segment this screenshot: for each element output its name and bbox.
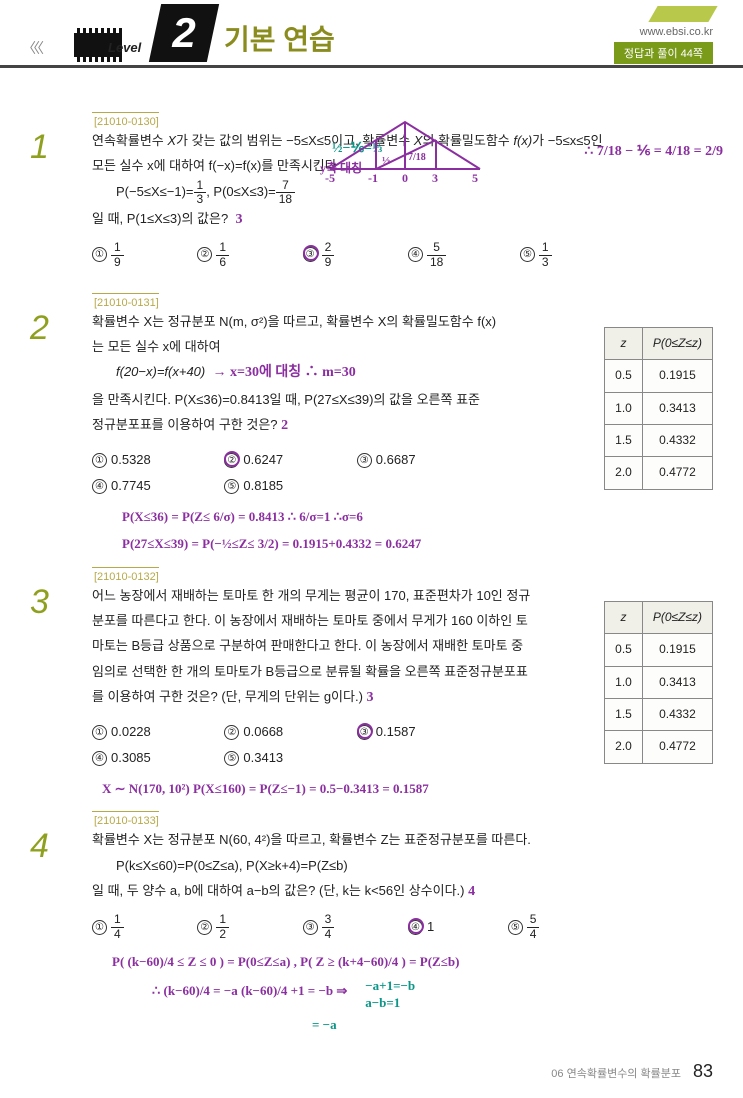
text: 마토는 B등급 상품으로 구분하여 판매한다고 한다. 이 농장에서 재배한 토… — [92, 633, 563, 658]
svg-text:3: 3 — [432, 171, 438, 184]
problem-code: [21010-0130] — [92, 112, 159, 128]
problem-number: 2 — [30, 309, 92, 557]
choice-4: ④0.3085 — [92, 745, 151, 770]
choice-1: ①0.5328 — [92, 447, 151, 472]
choice-3: ③34 — [303, 913, 335, 940]
site-url: www.ebsi.co.kr — [640, 26, 713, 38]
choices: ①19 ②16 ③29 ④518 ⑤13 — [92, 241, 713, 268]
level-label: Level — [108, 40, 141, 55]
svg-text:0: 0 — [402, 171, 408, 184]
text: 일 때, 두 양수 a, b에 대하여 a−b의 값은? (단, k는 k<56… — [92, 883, 464, 898]
text: 를 이용하여 구한 것은? (단, 무게의 단위는 g이다.) — [92, 689, 363, 704]
text: , P(0≤X≤3)= — [206, 184, 276, 199]
choice-5: ⑤54 — [508, 913, 540, 940]
problem-text: 확률변수 X는 정규분포 N(60, 4²)을 따르고, 확률변수 Z는 표준정… — [92, 827, 713, 1037]
page-title: 기본 연습 — [224, 18, 335, 58]
problem-text: 어느 농장에서 재배하는 토마토 한 개의 무게는 평균이 170, 표준편차가… — [92, 583, 713, 802]
choice-3: ③29 — [303, 241, 335, 268]
svg-text:-5: -5 — [325, 171, 335, 184]
text: 분포를 따른다고 한다. 이 농장에서 재배하는 토마토 중에서 무게가 160… — [92, 608, 563, 633]
text: 을 만족시킨다. P(X≤36)=0.8413일 때, P(27≤X≤39)의 … — [92, 387, 563, 412]
level-badge: 2 — [149, 4, 219, 62]
z-table: zP(0≤Z≤z) 0.50.1915 1.00.3413 1.50.4332 … — [604, 327, 713, 490]
handwriting: −a+1=−ba−b=1 — [365, 978, 415, 1012]
handwriting: ∴ (k−60)/4 = −a (k−60)/4 +1 = −b ⇒ — [152, 978, 347, 1003]
choices: ①14 ②12 ③34 ④1 ⑤54 — [92, 913, 713, 940]
handwriting: → x=30에 대칭 ∴ m=30 — [212, 365, 355, 380]
choice-4: ④0.7745 — [92, 473, 151, 498]
handwriting: ∴ 7/18 − ⅙ = 4/18 = 2/9 — [584, 138, 723, 165]
text: 는 모든 실수 x에 대하여 — [92, 334, 563, 359]
text: 모든 실수 x에 대하여 f(−x)=f(x)를 만족시킨다. — [92, 158, 340, 173]
handwritten-answer: 3 — [367, 690, 374, 705]
section-label: 06 연속확률변수의 확률분포 — [551, 1065, 681, 1081]
problem-number: 4 — [30, 827, 92, 1037]
problem-3: [21010-0132] 3 어느 농장에서 재배하는 토마토 한 개의 무게는… — [30, 567, 713, 802]
handwriting: P(X≤36) = P(Z≤ 6/σ) = 0.8413 ∴ 6/σ=1 ∴σ=… — [122, 504, 563, 529]
choices: ①0.5328 ②0.6247 ③0.6687 ④0.7745 ⑤0.8185 — [92, 447, 563, 498]
choice-2: ②0.0668 — [224, 719, 283, 744]
problem-code: [21010-0132] — [92, 567, 159, 583]
choice-1: ①14 — [92, 913, 124, 940]
page-body: [21010-0130] 1 연속확률변수 X가 갖는 값의 범위는 −5≤X≤… — [0, 68, 743, 1057]
problem-number: 1 — [30, 128, 92, 269]
problem-code: [21010-0133] — [92, 811, 159, 827]
problem-4: [21010-0133] 4 확률변수 X는 정규분포 N(60, 4²)을 따… — [30, 811, 713, 1037]
handwriting: P( (k−60)/4 ≤ Z ≤ 0 ) = P(0≤Z≤a) , P( Z … — [112, 949, 713, 974]
problem-text: 확률변수 X는 정규분포 N(m, σ²)을 따르고, 확률변수 X의 확률밀도… — [92, 309, 713, 557]
choice-4: ④518 — [408, 241, 446, 268]
choices: ①0.0228 ②0.0668 ③0.1587 ④0.3085 ⑤0.3413 — [92, 719, 563, 770]
problem-2: [21010-0131] 2 확률변수 X는 정규분포 N(m, σ²)을 따르… — [30, 293, 713, 557]
choice-5: ⑤0.3413 — [224, 745, 283, 770]
handwriting: P(27≤X≤39) = P(−½≤Z≤ 3/2) = 0.1915+0.433… — [122, 531, 563, 556]
problem-number: 3 — [30, 583, 92, 802]
choice-5: ⑤0.8185 — [224, 473, 283, 498]
page-number: 83 — [693, 1061, 713, 1082]
text: P(k≤X≤60)=P(0≤Z≤a), P(X≥k+4)=P(Z≤b) — [92, 853, 713, 878]
z-table: zP(0≤Z≤z) 0.50.1915 1.00.3413 1.50.4332 … — [604, 601, 713, 764]
choice-3: ③0.6687 — [357, 447, 416, 472]
level-number: 2 — [155, 4, 213, 62]
text: 확률변수 X는 정규분포 N(60, 4²)을 따르고, 확률변수 Z는 표준정… — [92, 827, 713, 852]
svg-text:7/18: 7/18 — [408, 152, 426, 163]
choice-3: ③0.1587 — [357, 719, 416, 744]
problem-1: [21010-0130] 1 연속확률변수 X가 갖는 값의 범위는 −5≤X≤… — [30, 112, 713, 269]
text: f(20−x)=f(x+40) — [116, 364, 205, 379]
choice-4: ④1 — [408, 914, 434, 939]
choice-1: ①0.0228 — [92, 719, 151, 744]
corner-fold-icon — [648, 6, 717, 22]
page-header: 〈〈〈 Level 2 기본 연습 www.ebsi.co.kr 정답과 풀이 … — [0, 0, 743, 68]
problem-text: 연속확률변수 X가 갖는 값의 범위는 −5≤X≤5이고, 확률변수 X의 확률… — [92, 128, 713, 269]
page-footer: 06 연속확률변수의 확률분포 83 — [0, 1057, 743, 1098]
choice-2: ②0.6247 — [224, 447, 283, 472]
choice-2: ②16 — [197, 241, 229, 268]
handwritten-answer: 2 — [281, 418, 288, 433]
svg-text:5: 5 — [472, 171, 478, 184]
handwriting: X ∼ N(170, 10²) P(X≤160) = P(Z≤−1) = 0.5… — [102, 776, 563, 801]
choice-5: ⑤13 — [520, 241, 552, 268]
text: 정규분포표를 이용하여 구한 것은? — [92, 417, 278, 432]
triangle-diagram: -5 -1 0 3 5 ⅓ 7/18 — [320, 114, 490, 184]
handwritten-answer: 4 — [468, 884, 475, 899]
text: P(−5≤X≤−1)= — [116, 184, 194, 199]
text: 임의로 선택한 한 개의 토마토가 B등급으로 분류될 확률을 오른쪽 표준정규… — [92, 659, 563, 684]
svg-text:-1: -1 — [368, 171, 378, 184]
answer-circle-icon — [408, 918, 424, 934]
text: 일 때, P(1≤X≤3)의 값은? — [92, 211, 228, 226]
text: 확률변수 X는 정규분포 N(m, σ²)을 따르고, 확률변수 X의 확률밀도… — [92, 309, 563, 334]
choice-2: ②12 — [197, 913, 229, 940]
page: 〈〈〈 Level 2 기본 연습 www.ebsi.co.kr 정답과 풀이 … — [0, 0, 743, 1098]
text: 연속확률변수 — [92, 133, 167, 148]
answer-circle-icon — [224, 451, 240, 467]
handwriting: = −a — [312, 1012, 713, 1037]
nav-arrows-icon: 〈〈〈 — [22, 38, 41, 58]
answer-ref-tag: 정답과 풀이 44쪽 — [614, 42, 713, 64]
handwritten-answer: 3 — [235, 212, 242, 227]
choice-1: ①19 — [92, 241, 124, 268]
svg-text:⅓: ⅓ — [382, 155, 390, 167]
problem-code: [21010-0131] — [92, 293, 159, 309]
text: 어느 농장에서 재배하는 토마토 한 개의 무게는 평균이 170, 표준편차가… — [92, 583, 563, 608]
